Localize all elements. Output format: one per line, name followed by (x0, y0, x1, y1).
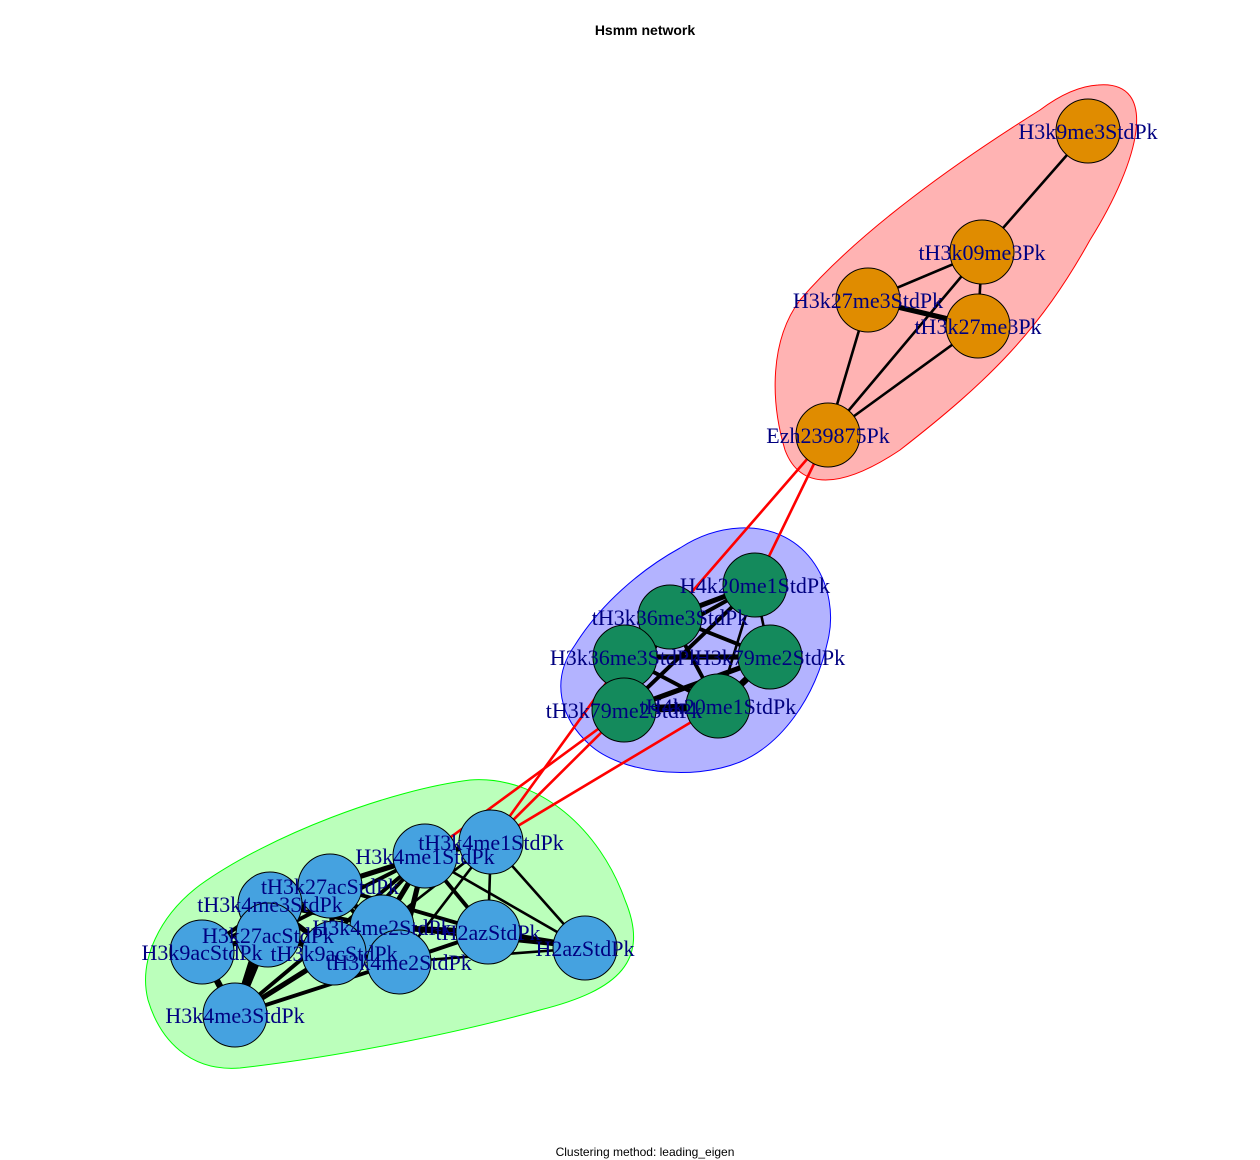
node-label-th3k09me3pk: tH3k09me3Pk (918, 240, 1045, 265)
node-label-h3k9acstdpk: H3k9acStdPk (142, 940, 263, 965)
node-label-ezh239875pk: Ezh239875Pk (766, 423, 889, 448)
edge-ezh239875pk-th3k36me3stdpk (668, 433, 830, 619)
node-th3k79me2stdpk (591, 677, 657, 743)
node-h3k9acstdpk (169, 919, 235, 985)
node-label-h3k4me3stdpk: H3k4me3StdPk (165, 1003, 304, 1028)
node-th3k9acstdpk (301, 920, 367, 986)
node-h3k27me3stdpk (835, 267, 901, 333)
node-label-h2azstdpk: H2azStdPk (536, 936, 635, 961)
node-h3k79me2stdpk (737, 624, 803, 690)
node-h2azstdpk (552, 915, 618, 981)
node-label-th3k36me3stdpk: tH3k36me3StdPk (592, 605, 748, 630)
node-th3k27me3pk (945, 293, 1011, 359)
node-label-th2azstdpk: tH2azStdPk (435, 920, 540, 945)
node-label-h3k36me3stdpk: H3k36me3StdPk (550, 645, 700, 670)
node-label-h3k27acstdpk: H3k27acStdPk (202, 923, 334, 948)
node-label-h4k20me1stdpk: H4k20me1StdPk (680, 573, 830, 598)
node-label-h3k4me2stdpk: H3k4me2StdPk (312, 915, 451, 940)
node-h3k27acstdpk (235, 902, 301, 968)
network-nodes (169, 98, 1121, 1048)
node-label-th3k27me3pk: tH3k27me3Pk (914, 314, 1041, 339)
chart-caption: Clustering method: leading_eigen (556, 1145, 735, 1159)
node-label-h3k4me1stdpk: H3k4me1StdPk (355, 844, 494, 869)
node-th3k4me2stdpk (366, 929, 432, 995)
node-th3k36me3stdpk (637, 584, 703, 650)
node-label-th4k20me1stdpk: tH4k20me1StdPk (640, 694, 796, 719)
node-label-th3k4me2stdpk: tH3k4me2StdPk (326, 950, 471, 975)
node-th3k27acstdpk (297, 853, 363, 919)
edge-th3k79me2stdpk-h3k4me1stdpk (423, 708, 626, 858)
node-h3k4me1stdpk (392, 823, 458, 889)
node-h3k9me3stdpk (1055, 98, 1121, 164)
node-label-th3k27acstdpk: tH3k27acStdPk (261, 874, 399, 899)
node-label-h3k27me3stdpk: H3k27me3StdPk (793, 288, 943, 313)
node-th3k4me1stdpk (458, 809, 524, 875)
node-h3k4me3stdpk (202, 982, 268, 1048)
node-label-h3k9me3stdpk: H3k9me3StdPk (1018, 119, 1157, 144)
node-th3k09me3pk (949, 219, 1015, 285)
node-th2azstdpk (455, 899, 521, 965)
chart-title: Hsmm network (595, 22, 696, 38)
node-label-th3k79me2stdpk: tH3k79me2StdPk (546, 698, 702, 723)
edge-th4k20me1stdpk-th3k4me1stdpk (489, 704, 720, 844)
node-label-th3k4me1stdpk: tH3k4me1StdPk (418, 830, 563, 855)
node-label-th3k9acstdpk: tH3k9acStdPk (270, 941, 397, 966)
node-h4k20me1stdpk (722, 552, 788, 618)
edge-th3k09me3pk-ezh239875pk (826, 250, 984, 437)
node-labels: H3k9me3StdPktH3k09me3PkH3k27me3StdPktH3k… (142, 119, 1158, 1028)
node-th4k20me1stdpk (685, 673, 751, 739)
node-label-th3k4me3stdpk: tH3k4me3StdPk (197, 892, 342, 917)
node-label-h3k79me2stdpk: H3k79me2StdPk (695, 645, 845, 670)
node-ezh239875pk (795, 402, 861, 468)
